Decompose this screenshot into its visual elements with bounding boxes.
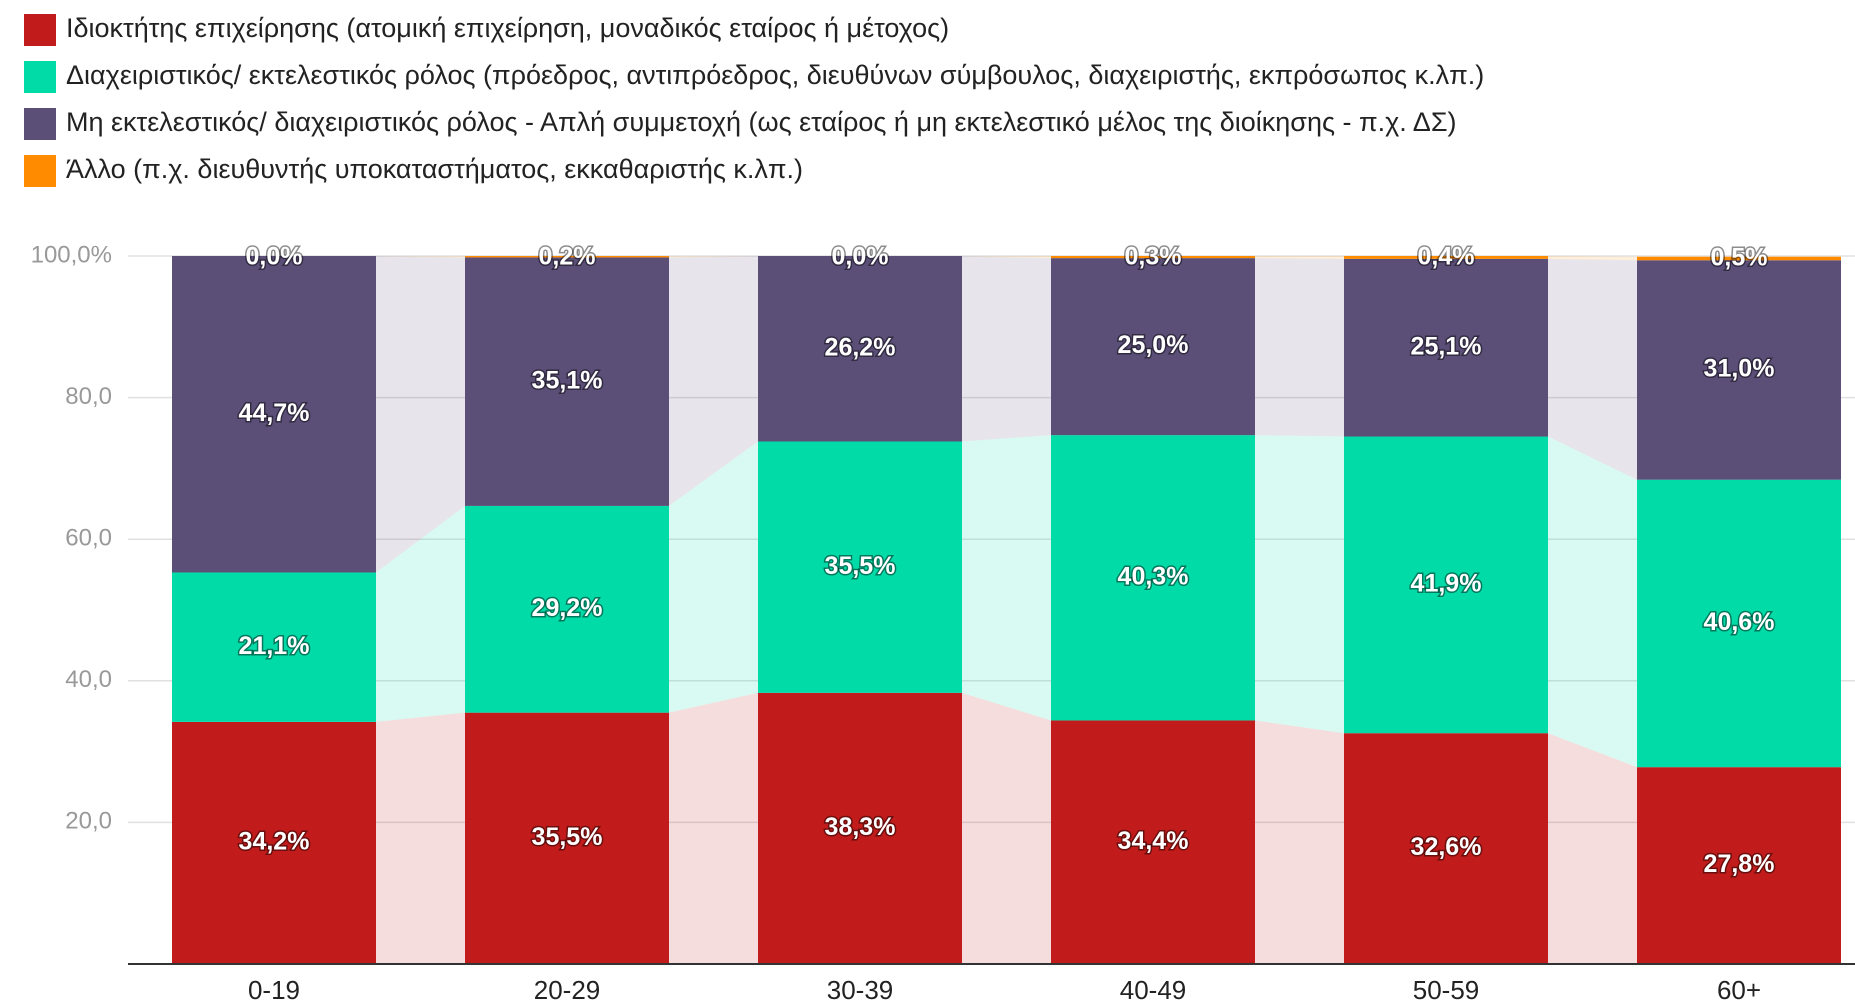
y-tick-label: 80,0 [65,383,112,410]
legend-label: Μη εκτελεστικός/ διαχειριστικός ρόλος - … [66,107,1457,137]
legend-swatch [24,61,56,93]
value-label: 0,0% [246,243,303,271]
value-label: 44,7% [239,399,310,427]
bar-segment [172,572,376,722]
bar-segment [1344,258,1548,437]
connector-band [1255,256,1344,259]
bar-segment [1344,256,1548,259]
value-label: 34,4% [1118,827,1189,855]
legend-label: Διαχειριστικός/ εκτελεστικός ρόλος (πρόε… [66,60,1484,90]
bar-segment [1051,258,1255,436]
value-label: 29,2% [532,594,603,622]
bar-segment [1051,435,1255,721]
y-tick-label: 20,0 [65,808,112,835]
value-label: 0,5% [1711,243,1768,271]
bar-segment [1051,256,1255,259]
value-label: 0,3% [1125,243,1182,271]
y-tick-label: 60,0 [65,525,112,552]
bar-segment [465,257,669,506]
bar-segment [172,721,376,964]
y-tick-label: 100,0% [31,241,112,268]
value-label: 38,3% [825,813,896,841]
connector-band [1255,720,1344,964]
connector-band [669,256,758,506]
connector-band [376,256,465,258]
value-label: 35,1% [532,366,603,394]
value-label: 0,0% [832,243,889,271]
connector-band [1255,258,1344,437]
bar-segment [465,712,669,964]
bar-segment [758,692,962,964]
x-tick-label: 0-19 [248,975,300,1005]
connector-band [1255,435,1344,734]
bar-segment [1637,767,1841,964]
value-label: 25,0% [1118,331,1189,359]
connector-band [1548,436,1637,768]
value-label: 41,9% [1411,569,1482,597]
value-label: 34,2% [239,828,310,856]
bar-segment [758,441,962,693]
value-label: 31,0% [1704,355,1775,383]
connector-band [376,712,465,964]
x-tick-label: 40-49 [1120,975,1187,1005]
y-tick-label: 40,0 [65,666,112,693]
bar-segment [465,256,669,258]
connector-band [1548,258,1637,480]
x-tick-label: 20-29 [534,975,601,1005]
connector-band [1548,733,1637,964]
value-label: 35,5% [532,823,603,851]
value-label: 0,2% [539,243,596,271]
bar-segment [1344,436,1548,734]
value-label: 35,5% [825,552,896,580]
legend-label: Άλλο (π.χ. διευθυντής υποκαταστήματος, ε… [66,154,803,184]
connector-band [669,256,758,258]
connector-band [669,692,758,964]
connector-band [962,692,1051,964]
bar-segment [172,256,376,573]
x-tick-label: 50-59 [1413,975,1480,1005]
legend-label: Ιδιοκτήτης επιχείρησης (ατομική επιχείρη… [66,13,949,43]
connector-band [376,505,465,722]
legend-swatch [24,155,56,187]
value-label: 0,4% [1418,243,1475,271]
connector-band [1548,256,1637,261]
bar-segment [1637,256,1841,261]
value-label: 25,1% [1411,332,1482,360]
value-label: 27,8% [1704,850,1775,878]
connector-band [669,441,758,713]
value-label: 40,6% [1704,608,1775,636]
bar-segment [1344,733,1548,964]
bar-segment [465,505,669,713]
bar-segment [1637,479,1841,768]
x-tick-label: 30-39 [827,975,894,1005]
legend-swatch [24,108,56,140]
bar-segment [1637,260,1841,480]
connector-band [376,256,465,573]
connector-band [962,256,1051,259]
value-label: 26,2% [825,333,896,361]
value-label: 32,6% [1411,833,1482,861]
bar-segment [758,256,962,442]
x-tick-label: 60+ [1717,975,1761,1005]
connector-band [962,256,1051,442]
legend-swatch [24,14,56,46]
value-label: 40,3% [1118,562,1189,590]
value-label: 21,1% [239,632,310,660]
bar-segment [1051,720,1255,964]
connector-band [962,435,1051,721]
